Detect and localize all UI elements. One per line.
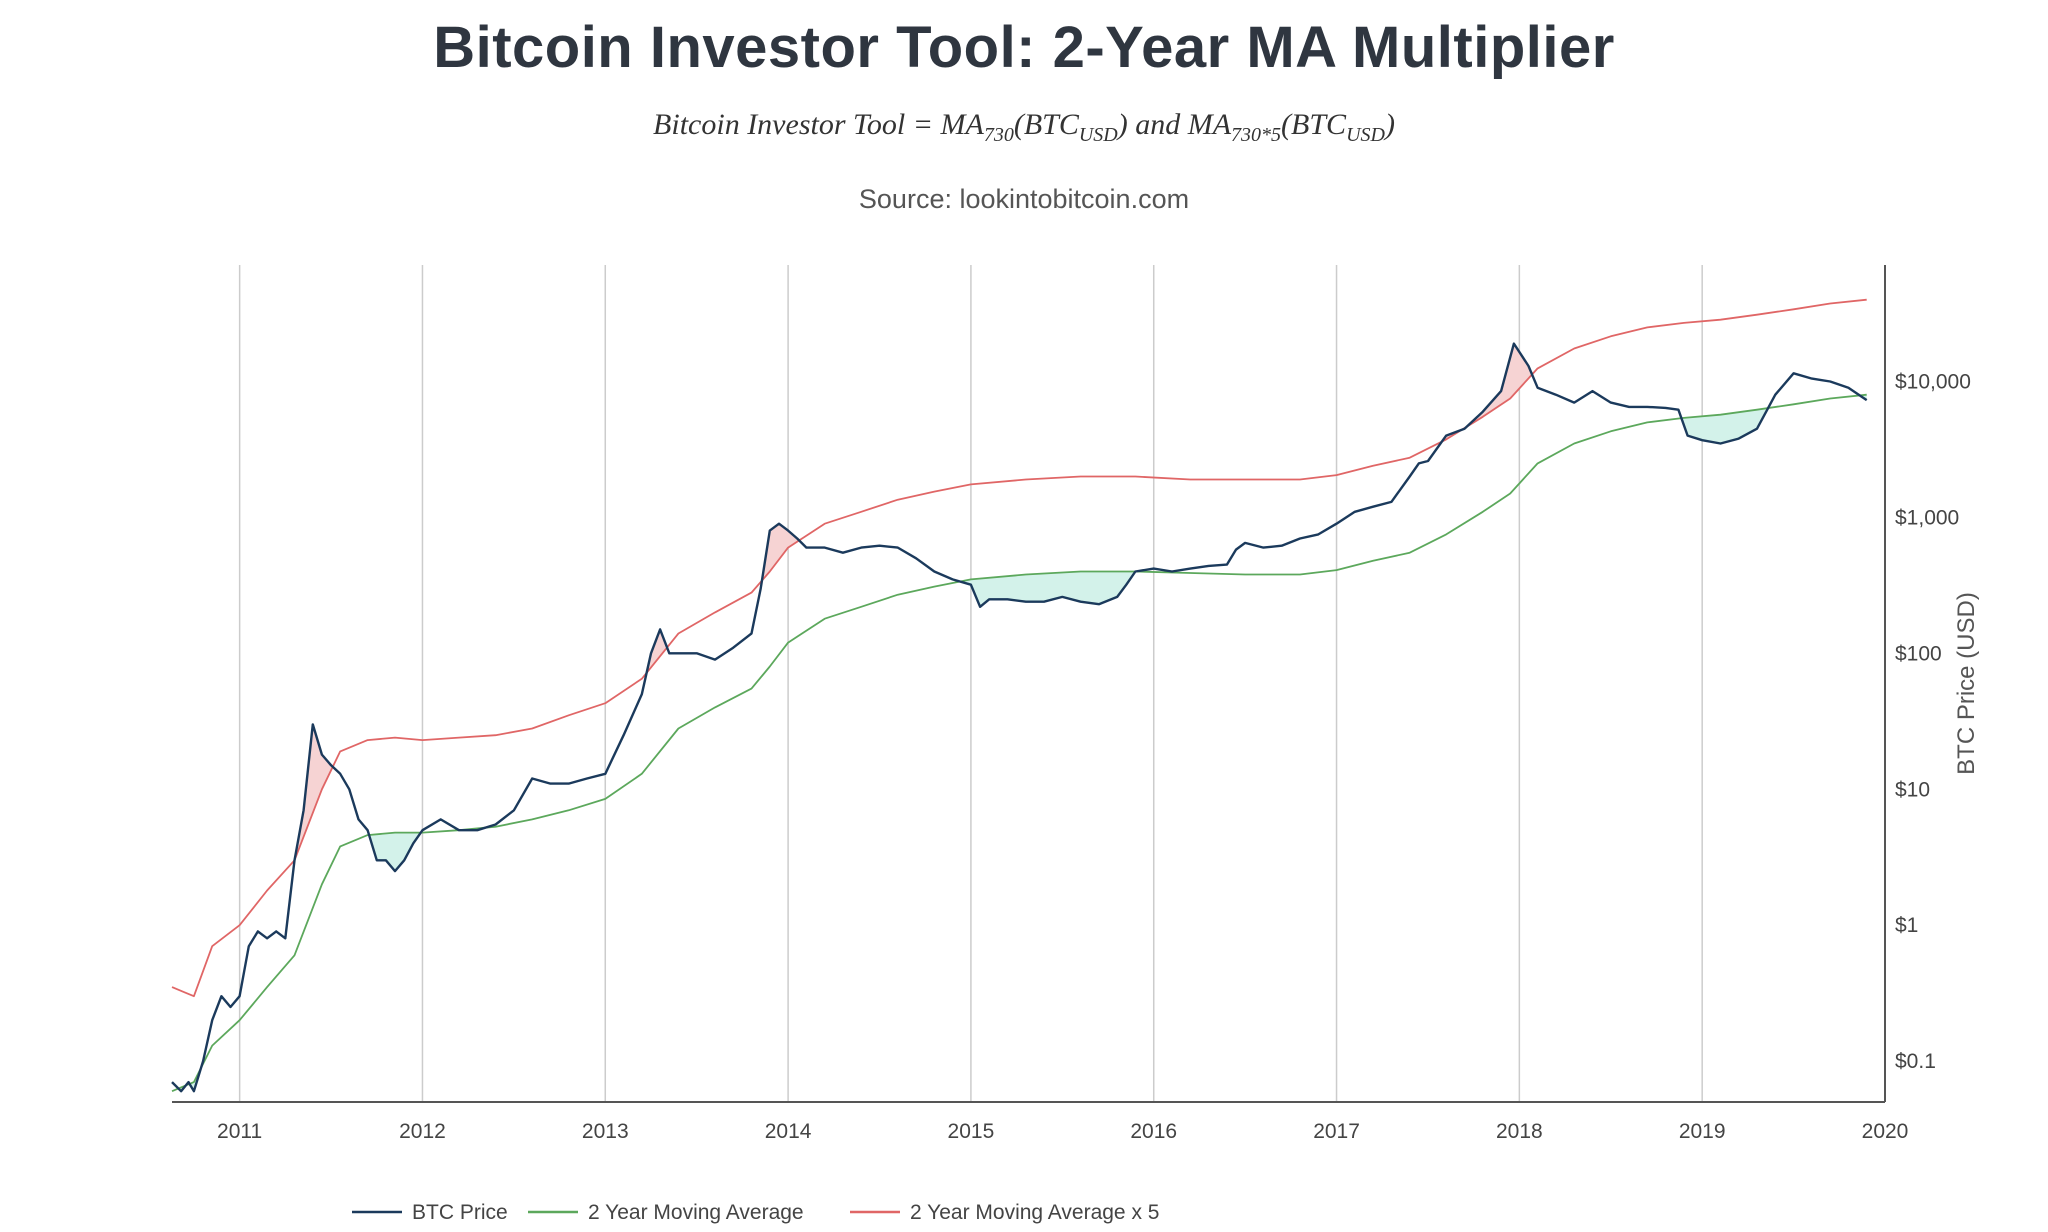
x-tick-label-2012: 2012	[399, 1120, 446, 1143]
x-tick-label-2011: 2011	[217, 1120, 262, 1143]
x-tick-label-2020: 2020	[1862, 1120, 1909, 1143]
y-tick-label-2: $10	[1895, 778, 1930, 801]
x-tick-label-2017: 2017	[1313, 1120, 1360, 1143]
x-tick-label-2016: 2016	[1130, 1120, 1177, 1143]
legend-label-2-year-ma: 2 Year Moving Average	[588, 1201, 804, 1224]
series-line-2-year-ma	[171, 393, 1867, 1093]
y-tick-label-3: $100	[1895, 642, 1942, 665]
y-tick-label-0: $0.1	[1895, 1050, 1936, 1073]
legend-label-2-year-ma-x5: 2 Year Moving Average x 5	[910, 1201, 1159, 1224]
y-axis-title: BTC Price (USD)	[1953, 592, 1980, 775]
series-line-btc-price	[171, 342, 1868, 1093]
chart-source: Source: lookintobitcoin.com	[858, 184, 1190, 214]
y-tick-label-4: $1,000	[1895, 506, 1959, 529]
fill-below-ma-2	[369, 832, 421, 871]
fill-below-ma-4	[961, 571, 1135, 607]
chart-formula: Bitcoin Investor Tool = MA730(BTCUSD) an…	[653, 108, 1395, 146]
y-tick-label-5: $10,000	[1895, 371, 1971, 394]
fill-above-ma5-4	[1467, 344, 1532, 427]
x-tick-label-2015: 2015	[948, 1120, 995, 1143]
fill-above-ma5-2	[763, 524, 799, 580]
legend-label-btc-price: BTC Price	[412, 1201, 508, 1224]
y-tick-label-1: $1	[1895, 914, 1918, 937]
fill-above-ma5-0	[296, 725, 333, 856]
fill-above-ma5-1	[648, 630, 666, 671]
series-line-2-year-ma-x5	[171, 298, 1867, 998]
x-tick-label-2014: 2014	[765, 1120, 812, 1143]
x-tick-label-2013: 2013	[582, 1120, 629, 1143]
chart-title: Bitcoin Investor Tool: 2-Year MA Multipl…	[433, 15, 1615, 80]
x-tick-label-2018: 2018	[1496, 1120, 1543, 1143]
x-tick-label-2019: 2019	[1679, 1120, 1726, 1143]
